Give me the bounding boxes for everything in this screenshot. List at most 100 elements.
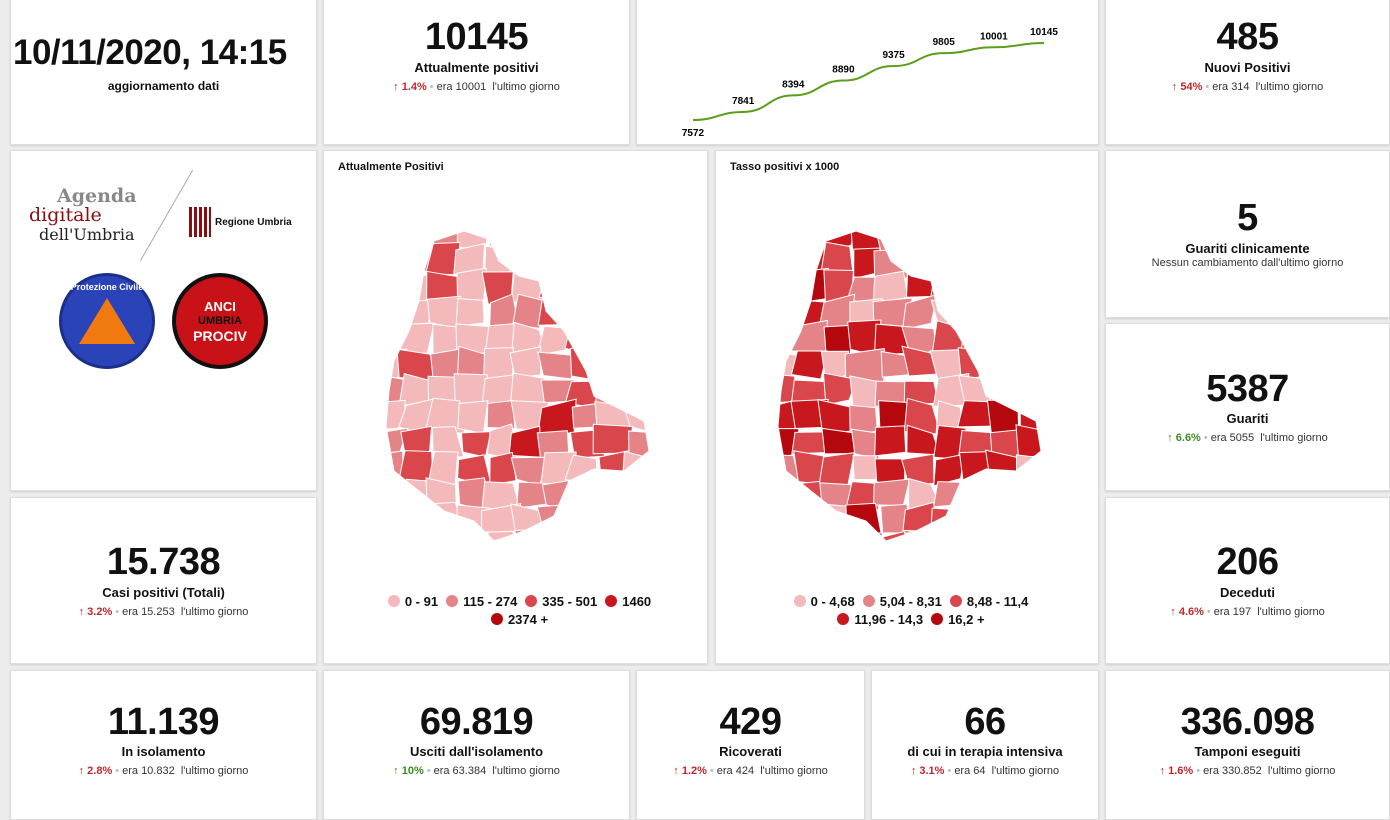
municipality-area[interactable] xyxy=(536,503,576,539)
municipality-area[interactable] xyxy=(1046,221,1079,253)
municipality-area[interactable] xyxy=(537,351,576,380)
municipality-area[interactable] xyxy=(429,556,464,588)
municipality-area[interactable] xyxy=(656,404,680,429)
municipality-area[interactable] xyxy=(958,554,994,591)
municipality-area[interactable] xyxy=(849,375,881,409)
municipality-area[interactable] xyxy=(453,528,488,565)
municipality-area[interactable] xyxy=(989,528,1021,558)
municipality-area[interactable] xyxy=(508,425,542,458)
municipality-area[interactable] xyxy=(594,528,631,566)
municipality-area[interactable] xyxy=(960,484,997,513)
municipality-area[interactable] xyxy=(1015,454,1049,489)
municipality-area[interactable] xyxy=(428,531,459,565)
municipality-area[interactable] xyxy=(375,221,405,251)
municipality-area[interactable] xyxy=(761,453,801,485)
municipality-area[interactable] xyxy=(986,325,1021,356)
municipality-area[interactable] xyxy=(594,501,630,540)
umbria-choropleth-map[interactable] xyxy=(324,221,709,641)
municipality-area[interactable] xyxy=(904,242,936,273)
municipality-area[interactable] xyxy=(789,502,827,535)
municipality-area[interactable] xyxy=(906,269,934,298)
municipality-area[interactable] xyxy=(957,503,992,538)
municipality-area[interactable] xyxy=(930,247,964,276)
municipality-area[interactable] xyxy=(622,450,657,480)
municipality-area[interactable] xyxy=(930,507,968,539)
municipality-area[interactable] xyxy=(873,478,911,507)
municipality-area[interactable] xyxy=(767,530,799,565)
municipality-area[interactable] xyxy=(900,221,940,253)
municipality-area[interactable] xyxy=(1015,424,1049,460)
municipality-area[interactable] xyxy=(1044,321,1078,352)
municipality-area[interactable] xyxy=(906,559,938,589)
municipality-area[interactable] xyxy=(565,530,600,564)
municipality-area[interactable] xyxy=(790,529,826,563)
municipality-area[interactable] xyxy=(567,477,603,512)
legend-item[interactable]: 2374 + xyxy=(483,612,548,627)
municipality-area[interactable] xyxy=(1014,221,1052,247)
municipality-area[interactable] xyxy=(509,346,542,378)
municipality-area[interactable] xyxy=(569,346,601,381)
municipality-area[interactable] xyxy=(653,221,689,250)
municipality-area[interactable] xyxy=(961,535,995,566)
municipality-area[interactable] xyxy=(901,293,938,331)
municipality-area[interactable] xyxy=(399,221,435,247)
municipality-area[interactable] xyxy=(984,269,1022,302)
municipality-area[interactable] xyxy=(1043,476,1078,509)
municipality-area[interactable] xyxy=(623,221,658,255)
municipality-area[interactable] xyxy=(1045,452,1081,487)
municipality-area[interactable] xyxy=(990,221,1021,250)
municipality-area[interactable] xyxy=(1013,533,1049,565)
municipality-area[interactable] xyxy=(1040,530,1078,564)
municipality-area[interactable] xyxy=(959,271,995,304)
municipality-area[interactable] xyxy=(1015,247,1049,278)
municipality-area[interactable] xyxy=(1043,509,1078,535)
municipality-area[interactable] xyxy=(597,248,632,281)
municipality-area[interactable] xyxy=(960,293,993,325)
municipality-area[interactable] xyxy=(537,221,575,255)
municipality-area[interactable] xyxy=(652,479,687,506)
municipality-area[interactable] xyxy=(761,479,794,509)
municipality-area[interactable] xyxy=(653,269,688,304)
municipality-area[interactable] xyxy=(789,267,829,304)
municipality-area[interactable] xyxy=(593,296,625,331)
municipality-area[interactable] xyxy=(598,476,627,515)
municipality-area[interactable] xyxy=(1043,269,1078,301)
municipality-area[interactable] xyxy=(881,530,911,563)
municipality-area[interactable] xyxy=(373,531,407,557)
municipality-area[interactable] xyxy=(845,532,883,565)
municipality-area[interactable] xyxy=(400,535,437,559)
municipality-area[interactable] xyxy=(656,246,684,280)
municipality-area[interactable] xyxy=(1013,377,1048,410)
municipality-area[interactable] xyxy=(762,299,797,329)
municipality-area[interactable] xyxy=(650,347,687,384)
legend-item[interactable]: 11,96 - 14,3 xyxy=(829,612,923,627)
municipality-area[interactable] xyxy=(988,297,1023,327)
municipality-area[interactable] xyxy=(592,423,633,455)
municipality-area[interactable] xyxy=(621,247,657,279)
municipality-area[interactable] xyxy=(762,224,797,255)
municipality-area[interactable] xyxy=(788,319,828,352)
municipality-area[interactable] xyxy=(509,242,549,273)
municipality-area[interactable] xyxy=(489,451,517,486)
municipality-area[interactable] xyxy=(628,372,660,406)
legend-item[interactable]: 115 - 274 xyxy=(438,594,517,609)
municipality-area[interactable] xyxy=(768,555,796,590)
municipality-area[interactable] xyxy=(1012,347,1049,377)
municipality-area[interactable] xyxy=(876,559,909,588)
municipality-area[interactable] xyxy=(1040,428,1077,458)
municipality-area[interactable] xyxy=(655,502,687,537)
municipality-area[interactable] xyxy=(818,559,857,586)
municipality-area[interactable] xyxy=(573,248,603,280)
municipality-area[interactable] xyxy=(790,350,829,380)
municipality-area[interactable] xyxy=(432,426,465,459)
municipality-area[interactable] xyxy=(512,293,543,329)
municipality-area[interactable] xyxy=(623,504,654,536)
municipality-area[interactable] xyxy=(370,294,409,327)
municipality-area[interactable] xyxy=(400,555,436,591)
municipality-area[interactable] xyxy=(791,431,828,455)
municipality-area[interactable] xyxy=(989,557,1020,591)
municipality-area[interactable] xyxy=(595,374,630,408)
municipality-area[interactable] xyxy=(624,556,653,591)
municipality-area[interactable] xyxy=(402,503,437,535)
municipality-area[interactable] xyxy=(764,508,795,538)
